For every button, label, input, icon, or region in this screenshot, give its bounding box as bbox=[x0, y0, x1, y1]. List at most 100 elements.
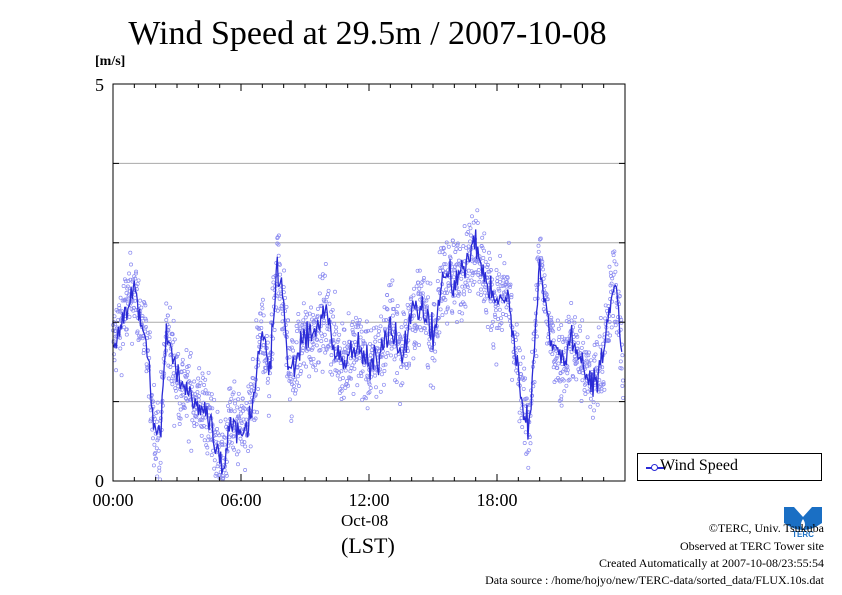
raw-sample-point bbox=[315, 337, 320, 342]
raw-sample-point bbox=[309, 360, 314, 365]
raw-sample-point bbox=[479, 292, 483, 297]
raw-sample-point bbox=[496, 326, 501, 330]
raw-sample-point bbox=[348, 369, 353, 374]
raw-sample-point bbox=[202, 438, 207, 443]
raw-sample-point bbox=[412, 346, 417, 351]
raw-sample-point bbox=[236, 449, 241, 454]
raw-sample-point bbox=[134, 269, 139, 274]
raw-sample-point bbox=[330, 307, 335, 312]
raw-sample-point bbox=[378, 324, 383, 329]
raw-sample-point bbox=[158, 418, 163, 423]
raw-sample-point bbox=[235, 405, 240, 410]
raw-sample-point bbox=[519, 372, 524, 377]
raw-sample-point bbox=[558, 379, 563, 384]
raw-sample-point bbox=[125, 286, 130, 291]
raw-sample-point bbox=[244, 417, 249, 422]
raw-sample-point bbox=[265, 380, 270, 385]
raw-sample-point bbox=[452, 300, 457, 305]
raw-sample-point bbox=[221, 476, 226, 480]
raw-sample-point bbox=[288, 372, 293, 376]
raw-sample-point bbox=[499, 284, 504, 289]
raw-sample-point bbox=[465, 283, 470, 288]
raw-sample-point bbox=[301, 361, 306, 366]
raw-sample-point bbox=[340, 384, 345, 389]
observation-site-text: Observed at TERC Tower site bbox=[679, 539, 824, 553]
raw-sample-point bbox=[369, 328, 374, 333]
raw-sample-point bbox=[466, 278, 471, 283]
raw-sample-point bbox=[174, 395, 179, 400]
raw-sample-point bbox=[428, 281, 433, 286]
raw-sample-point bbox=[595, 342, 600, 347]
raw-sample-point bbox=[368, 386, 373, 390]
raw-sample-point bbox=[151, 463, 156, 468]
raw-sample-point bbox=[286, 372, 291, 377]
raw-sample-point bbox=[186, 364, 191, 368]
raw-sample-point bbox=[510, 325, 515, 330]
raw-sample-point bbox=[508, 285, 512, 290]
raw-sample-point bbox=[205, 451, 210, 456]
raw-sample-point bbox=[266, 376, 271, 381]
raw-sample-point bbox=[392, 357, 397, 362]
raw-sample-point bbox=[598, 344, 603, 349]
raw-sample-point bbox=[450, 238, 455, 243]
raw-sample-point bbox=[425, 363, 430, 368]
raw-sample-point bbox=[522, 441, 527, 445]
raw-sample-point bbox=[132, 274, 137, 279]
raw-sample-point bbox=[445, 305, 450, 310]
raw-sample-point bbox=[315, 306, 320, 311]
raw-sample-point bbox=[445, 291, 449, 295]
raw-sample-point bbox=[208, 405, 213, 410]
raw-sample-point bbox=[608, 333, 613, 338]
raw-sample-point bbox=[390, 307, 395, 311]
raw-sample-point bbox=[467, 289, 472, 294]
raw-sample-point bbox=[200, 425, 204, 430]
raw-sample-point bbox=[381, 318, 386, 323]
raw-sample-point bbox=[166, 324, 171, 329]
raw-sample-point bbox=[269, 312, 274, 317]
raw-sample-point bbox=[532, 380, 537, 385]
raw-sample-point bbox=[498, 253, 503, 258]
raw-sample-point bbox=[223, 435, 228, 440]
raw-sample-point bbox=[345, 379, 350, 383]
raw-sample-point bbox=[551, 323, 555, 328]
raw-sample-point bbox=[343, 385, 348, 390]
raw-sample-point bbox=[569, 301, 574, 305]
raw-sample-point bbox=[378, 389, 383, 394]
raw-sample-point bbox=[133, 298, 137, 303]
raw-sample-point bbox=[146, 368, 151, 372]
raw-sample-point bbox=[185, 373, 190, 378]
raw-sample-point bbox=[346, 311, 351, 316]
raw-sample-point bbox=[390, 278, 395, 283]
raw-sample-point bbox=[330, 372, 335, 377]
raw-sample-point bbox=[285, 318, 290, 323]
raw-sample-point bbox=[287, 355, 292, 360]
raw-sample-point bbox=[515, 332, 520, 337]
raw-sample-point bbox=[127, 314, 132, 319]
raw-sample-point bbox=[154, 456, 158, 461]
raw-sample-point bbox=[526, 448, 531, 453]
raw-sample-point bbox=[599, 382, 604, 387]
raw-sample-point bbox=[289, 379, 294, 384]
raw-sample-point bbox=[342, 346, 347, 351]
raw-sample-point bbox=[510, 377, 515, 382]
raw-sample-point bbox=[564, 383, 569, 388]
raw-sample-point bbox=[592, 408, 597, 413]
raw-sample-point bbox=[545, 341, 550, 346]
raw-sample-point bbox=[322, 273, 327, 278]
raw-sample-point bbox=[178, 407, 183, 412]
raw-sample-point bbox=[224, 473, 229, 478]
raw-sample-point bbox=[611, 272, 616, 277]
raw-sample-point bbox=[417, 286, 422, 291]
raw-sample-point bbox=[283, 295, 288, 300]
raw-sample-point bbox=[156, 436, 161, 441]
raw-sample-point bbox=[354, 315, 358, 320]
raw-sample-point bbox=[295, 380, 299, 385]
raw-sample-point bbox=[491, 345, 496, 350]
raw-sample-point bbox=[360, 397, 365, 402]
raw-sample-point bbox=[153, 450, 158, 455]
raw-sample-point bbox=[482, 248, 487, 253]
raw-sample-point bbox=[458, 247, 463, 251]
raw-sample-point bbox=[453, 268, 458, 273]
raw-sample-point bbox=[117, 303, 122, 308]
raw-sample-point bbox=[559, 403, 564, 408]
